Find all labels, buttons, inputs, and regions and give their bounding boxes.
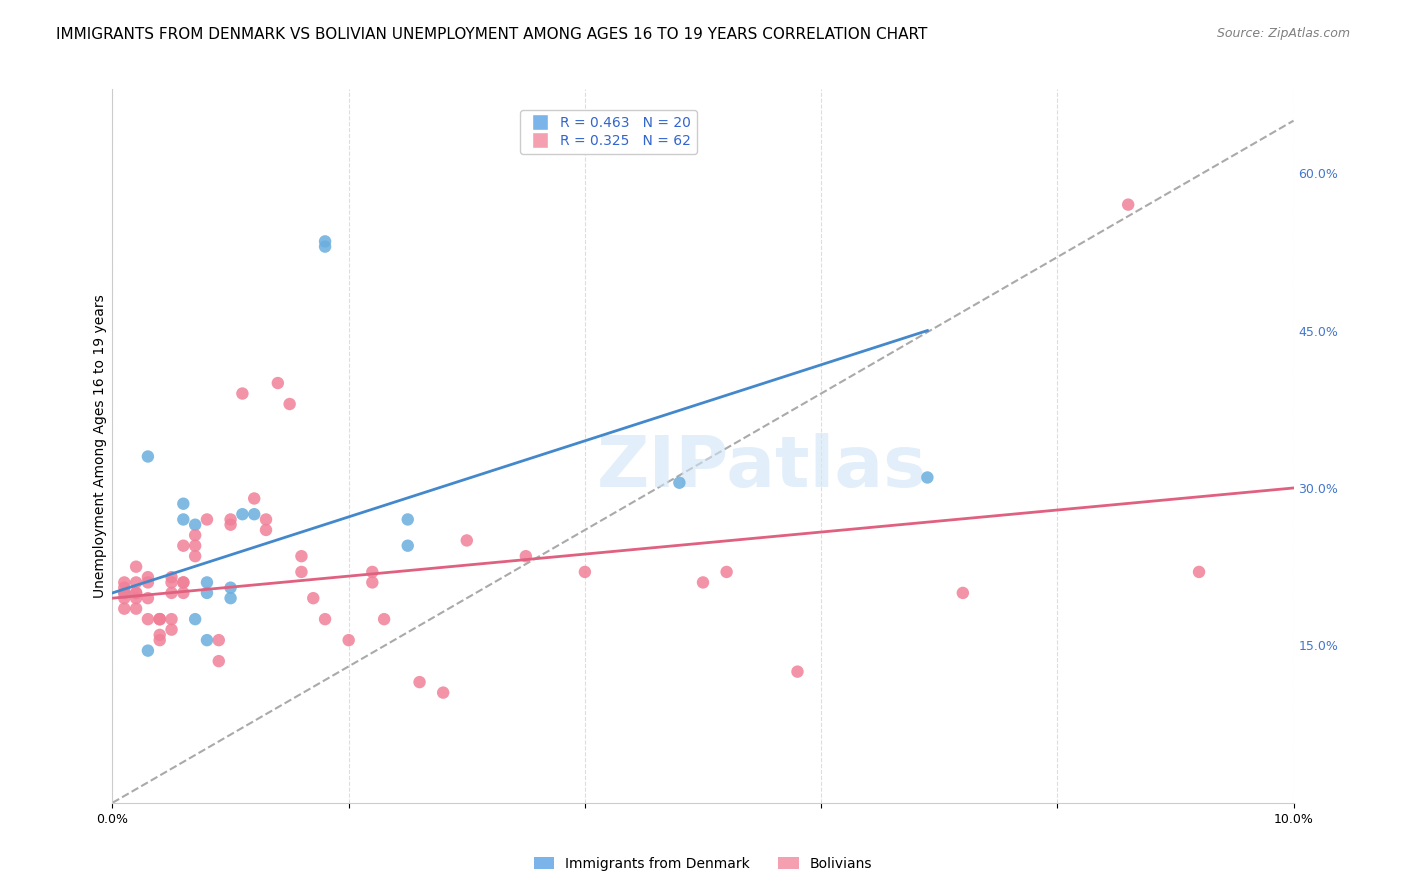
Point bbox=[456, 533, 478, 548]
Point bbox=[125, 601, 148, 615]
Point bbox=[149, 612, 172, 626]
Point bbox=[243, 507, 266, 521]
Point bbox=[184, 528, 207, 542]
Point bbox=[160, 623, 183, 637]
Point bbox=[195, 575, 218, 590]
Point bbox=[195, 512, 218, 526]
Legend: Immigrants from Denmark, Bolivians: Immigrants from Denmark, Bolivians bbox=[529, 851, 877, 876]
Point bbox=[136, 643, 159, 657]
Point bbox=[917, 470, 939, 484]
Point bbox=[267, 376, 290, 390]
Point bbox=[112, 586, 135, 600]
Point bbox=[125, 586, 148, 600]
Point bbox=[184, 517, 207, 532]
Point bbox=[112, 601, 135, 615]
Point bbox=[396, 512, 419, 526]
Legend: R = 0.463   N = 20, R = 0.325   N = 62: R = 0.463 N = 20, R = 0.325 N = 62 bbox=[520, 111, 697, 153]
Point bbox=[172, 575, 194, 590]
Point bbox=[172, 512, 194, 526]
Point bbox=[160, 612, 183, 626]
Point bbox=[219, 591, 242, 606]
Point bbox=[716, 565, 738, 579]
Point bbox=[208, 633, 231, 648]
Point bbox=[125, 575, 148, 590]
Point bbox=[373, 612, 395, 626]
Point bbox=[668, 475, 690, 490]
Point bbox=[254, 512, 277, 526]
Point bbox=[112, 591, 135, 606]
Point bbox=[786, 665, 808, 679]
Point bbox=[112, 575, 135, 590]
Point bbox=[314, 239, 336, 253]
Point bbox=[231, 507, 253, 521]
Point bbox=[195, 633, 218, 648]
Point bbox=[278, 397, 301, 411]
Point bbox=[302, 591, 325, 606]
Point bbox=[1116, 197, 1139, 211]
Point bbox=[149, 612, 172, 626]
Point bbox=[160, 570, 183, 584]
Point bbox=[184, 539, 207, 553]
Point bbox=[219, 517, 242, 532]
Point bbox=[172, 586, 194, 600]
Point bbox=[219, 512, 242, 526]
Point bbox=[172, 575, 194, 590]
Point bbox=[149, 628, 172, 642]
Text: IMMIGRANTS FROM DENMARK VS BOLIVIAN UNEMPLOYMENT AMONG AGES 16 TO 19 YEARS CORRE: IMMIGRANTS FROM DENMARK VS BOLIVIAN UNEM… bbox=[56, 27, 928, 42]
Point bbox=[195, 586, 218, 600]
Point bbox=[136, 612, 159, 626]
Point bbox=[125, 591, 148, 606]
Point bbox=[408, 675, 430, 690]
Point bbox=[692, 575, 714, 590]
Point bbox=[515, 549, 537, 564]
Point bbox=[149, 612, 172, 626]
Point bbox=[112, 586, 135, 600]
Point bbox=[290, 549, 312, 564]
Point bbox=[125, 559, 148, 574]
Point bbox=[290, 565, 312, 579]
Point bbox=[160, 586, 183, 600]
Point bbox=[136, 450, 159, 464]
Y-axis label: Unemployment Among Ages 16 to 19 years: Unemployment Among Ages 16 to 19 years bbox=[93, 294, 107, 598]
Point bbox=[136, 591, 159, 606]
Point bbox=[160, 575, 183, 590]
Point bbox=[136, 570, 159, 584]
Point bbox=[208, 654, 231, 668]
Point bbox=[314, 612, 336, 626]
Point bbox=[219, 581, 242, 595]
Point bbox=[396, 539, 419, 553]
Point bbox=[337, 633, 360, 648]
Point bbox=[231, 386, 253, 401]
Point bbox=[125, 586, 148, 600]
Point bbox=[184, 549, 207, 564]
Point bbox=[361, 575, 384, 590]
Point bbox=[136, 575, 159, 590]
Point bbox=[361, 565, 384, 579]
Point bbox=[112, 581, 135, 595]
Text: Source: ZipAtlas.com: Source: ZipAtlas.com bbox=[1216, 27, 1350, 40]
Point bbox=[432, 685, 454, 699]
Point bbox=[149, 633, 172, 648]
Point bbox=[1188, 565, 1211, 579]
Text: ZIPatlas: ZIPatlas bbox=[598, 433, 927, 502]
Point bbox=[172, 539, 194, 553]
Point bbox=[574, 565, 596, 579]
Point bbox=[952, 586, 974, 600]
Point bbox=[243, 491, 266, 506]
Point bbox=[172, 497, 194, 511]
Point bbox=[314, 235, 336, 249]
Point bbox=[184, 612, 207, 626]
Point bbox=[254, 523, 277, 537]
